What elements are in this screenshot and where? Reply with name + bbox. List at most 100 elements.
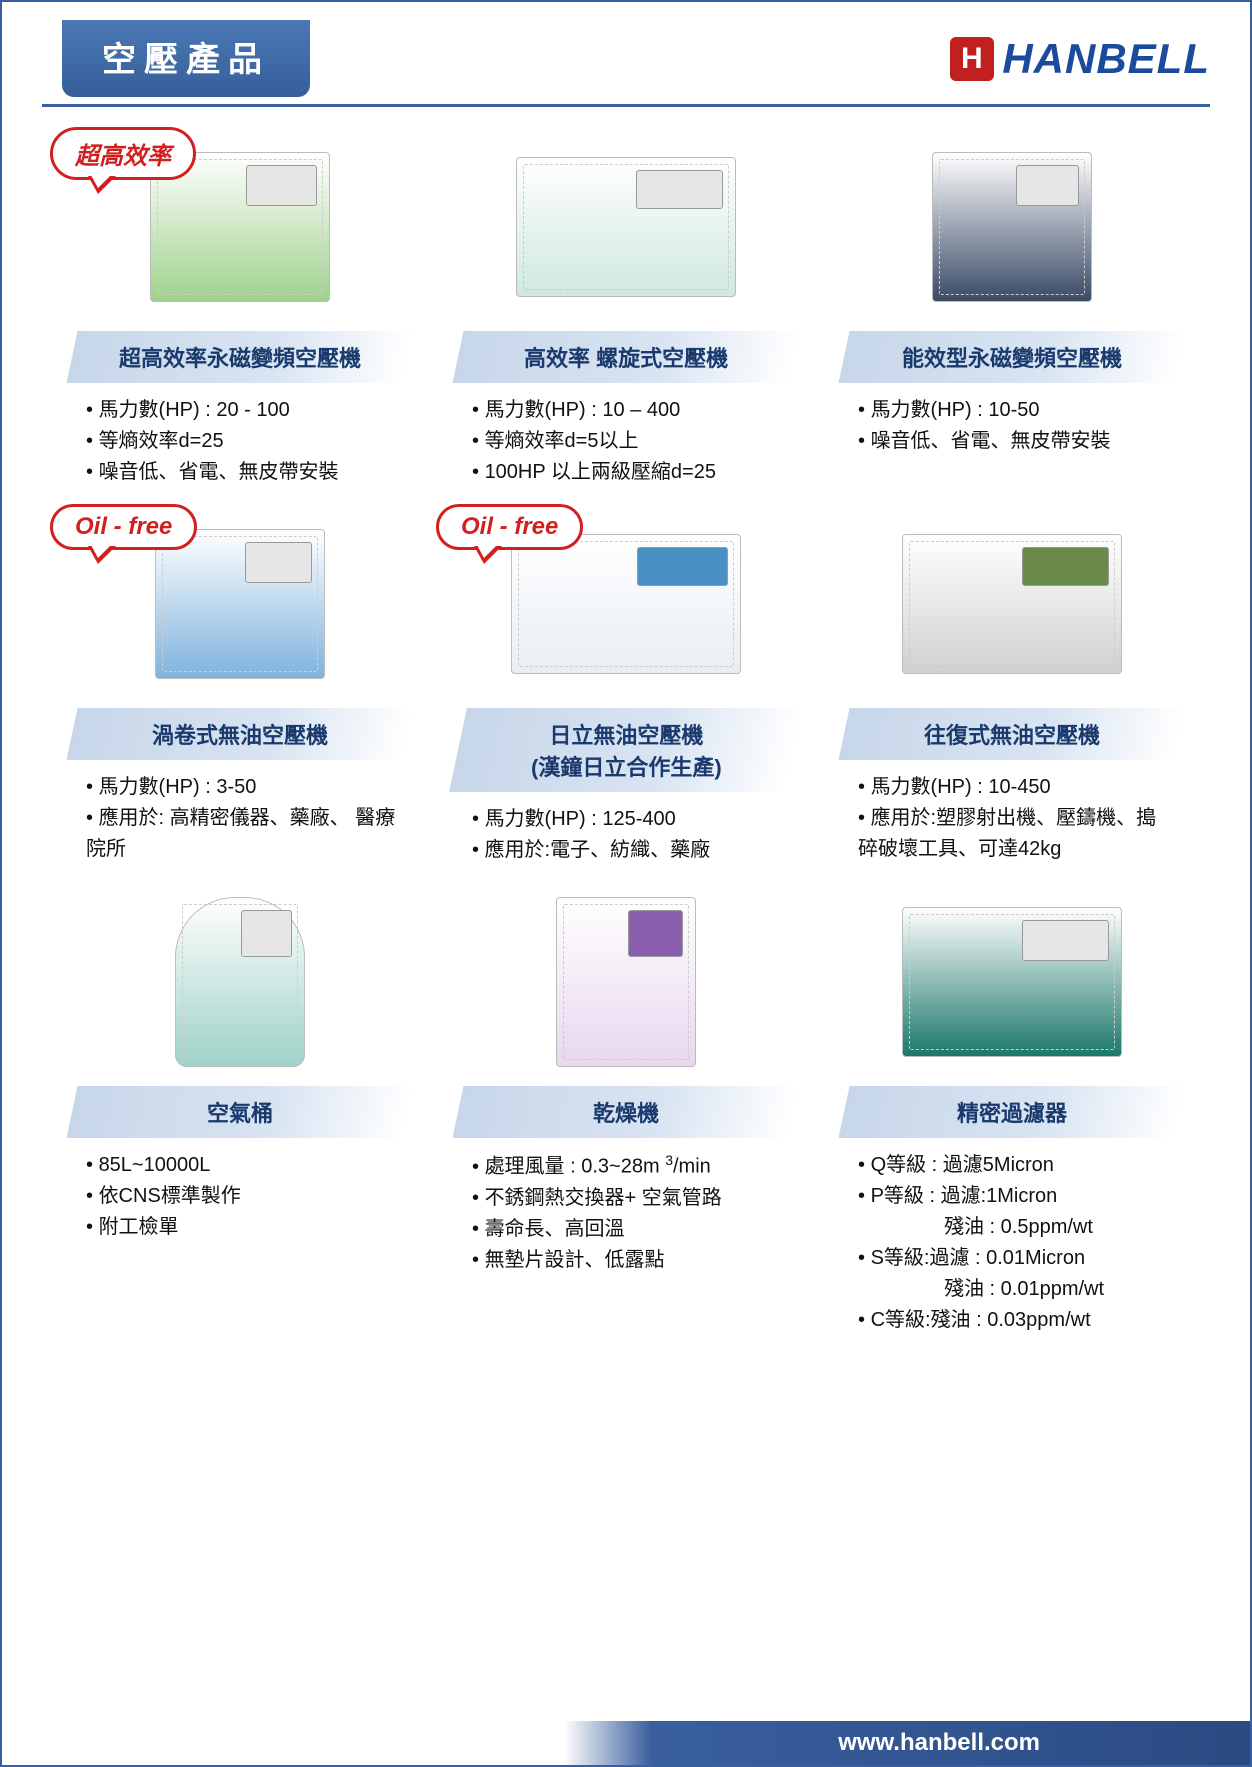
product-image-area — [834, 137, 1190, 317]
product-title-text: 高效率 螺旋式空壓機 — [524, 341, 728, 373]
product-specs: 馬力數(HP) : 10-50噪音低、省電、無皮帶安裝 — [834, 395, 1190, 463]
spec-item: 馬力數(HP) : 10-450 — [858, 772, 1176, 803]
spec-item: 100HP 以上兩級壓縮d=25 — [472, 457, 790, 488]
spec-item: S等級:過濾 : 0.01Micron — [858, 1243, 1176, 1274]
spec-item: 應用於:塑膠射出機、壓鑄機、搗碎破壞工具、可達42kg — [858, 803, 1176, 865]
product-title-text: 超高效率永磁變頻空壓機 — [119, 341, 361, 373]
badge-tail-inner-icon — [91, 175, 111, 188]
spec-item: 馬力數(HP) : 125-400 — [472, 804, 790, 835]
product-specs: 馬力數(HP) : 10-450應用於:塑膠射出機、壓鑄機、搗碎破壞工具、可達4… — [834, 772, 1190, 871]
product-mock-icon — [932, 152, 1092, 302]
product-image-area — [62, 892, 418, 1072]
spec-item: C等級:殘油 : 0.03ppm/wt — [858, 1305, 1176, 1336]
badge: 超高效率 — [50, 127, 196, 180]
product-title: 高效率 螺旋式空壓機 — [452, 331, 799, 383]
spec-item: 應用於: 高精密儀器、藥廠、 醫療院所 — [86, 803, 404, 865]
product-cell: Oil - free 渦卷式無油空壓機馬力數(HP) : 3-50應用於: 高精密… — [62, 514, 418, 872]
product-grid: 超高效率超高效率永磁變頻空壓機馬力數(HP) : 20 - 100等熵效率d=2… — [2, 107, 1250, 1362]
spec-item: 馬力數(HP) : 20 - 100 — [86, 395, 404, 426]
product-title-text: 往復式無油空壓機 — [924, 718, 1100, 750]
spec-item: 等熵效率d=25 — [86, 426, 404, 457]
product-image-area: Oil - free — [62, 514, 418, 694]
product-image-area — [448, 892, 804, 1072]
product-cell: 空氣桶 85L~10000L依CNS標準製作附工檢單 — [62, 892, 418, 1342]
product-title-text: 乾燥機 — [593, 1096, 659, 1128]
brand-mark-icon: H — [950, 37, 994, 81]
product-cell: 乾燥機處理風量 : 0.3~28m 3/min不銹鋼熱交換器+ 空氣管路壽命長、… — [448, 892, 804, 1342]
product-mock-panel — [1016, 165, 1079, 206]
product-image-area — [448, 137, 804, 317]
website-url: www.hanbell.com — [838, 1729, 1040, 1757]
product-mock-icon — [175, 897, 305, 1067]
product-title: 空氣桶 — [66, 1086, 413, 1138]
badge-text: 超高效率 — [50, 127, 196, 180]
product-title: 日立無油空壓機(漢鐘日立合作生產) — [449, 708, 803, 792]
spec-item: 壽命長、高回溫 — [472, 1214, 790, 1245]
badge-text: Oil - free — [50, 504, 197, 550]
product-title: 渦卷式無油空壓機 — [66, 708, 413, 760]
spec-item: 附工檢單 — [86, 1212, 404, 1243]
footer-bar: www.hanbell.com — [2, 1721, 1250, 1765]
product-specs: 處理風量 : 0.3~28m 3/min不銹鋼熱交換器+ 空氣管路壽命長、高回溫… — [448, 1150, 804, 1282]
product-mock-panel — [241, 910, 292, 957]
spec-item: Q等級 : 過濾5Micron — [858, 1150, 1176, 1181]
product-cell: 能效型永磁變頻空壓機馬力數(HP) : 10-50噪音低、省電、無皮帶安裝 — [834, 137, 1190, 494]
badge-tail-inner-icon — [91, 545, 111, 558]
product-mock-panel — [637, 547, 728, 586]
product-image-area: Oil - free — [448, 514, 804, 694]
product-mock-panel — [246, 165, 317, 206]
spec-item: 不銹鋼熱交換器+ 空氣管路 — [472, 1183, 790, 1214]
product-title: 往復式無油空壓機 — [838, 708, 1185, 760]
product-cell: 往復式無油空壓機馬力數(HP) : 10-450應用於:塑膠射出機、壓鑄機、搗碎… — [834, 514, 1190, 872]
product-title: 精密過濾器 — [838, 1086, 1185, 1138]
spec-item: 處理風量 : 0.3~28m 3/min — [472, 1150, 790, 1183]
product-mock-icon — [155, 529, 325, 679]
product-title-text: 能效型永磁變頻空壓機 — [902, 341, 1122, 373]
product-title-text: 精密過濾器 — [957, 1096, 1067, 1128]
product-image-area: 超高效率 — [62, 137, 418, 317]
badge: Oil - free — [436, 504, 583, 550]
spec-item: P等級 : 過濾:1Micron — [858, 1181, 1176, 1212]
product-cell: 精密過濾器 Q等級 : 過濾5MicronP等級 : 過濾:1Micron殘油 :… — [834, 892, 1190, 1342]
product-title: 乾燥機 — [452, 1086, 799, 1138]
spec-item: 馬力數(HP) : 10-50 — [858, 395, 1176, 426]
product-mock-panel — [245, 542, 312, 583]
spec-item: 噪音低、省電、無皮帶安裝 — [86, 457, 404, 488]
product-specs: 馬力數(HP) : 125-400應用於:電子、紡織、藥廠 — [448, 804, 804, 872]
product-image-area — [834, 514, 1190, 694]
product-specs: 馬力數(HP) : 20 - 100等熵效率d=25噪音低、省電、無皮帶安裝 — [62, 395, 418, 494]
product-title: 能效型永磁變頻空壓機 — [838, 331, 1185, 383]
product-specs: 馬力數(HP) : 3-50應用於: 高精密儀器、藥廠、 醫療院所 — [62, 772, 418, 871]
badge: Oil - free — [50, 504, 197, 550]
product-specs: 85L~10000L依CNS標準製作附工檢單 — [62, 1150, 418, 1249]
header-divider — [42, 104, 1210, 107]
spec-item: 殘油 : 0.5ppm/wt — [858, 1212, 1176, 1243]
product-cell: 超高效率超高效率永磁變頻空壓機馬力數(HP) : 20 - 100等熵效率d=2… — [62, 137, 418, 494]
product-mock-panel — [628, 910, 683, 957]
product-mock-panel — [1022, 920, 1109, 961]
product-mock-panel — [1022, 547, 1109, 586]
badge-text: Oil - free — [436, 504, 583, 550]
product-mock-icon — [902, 907, 1122, 1057]
product-title-text: 渦卷式無油空壓機 — [152, 718, 328, 750]
product-mock-icon — [516, 157, 736, 297]
page-title: 空壓產品 — [102, 41, 270, 79]
spec-item: 等熵效率d=5以上 — [472, 426, 790, 457]
brand-name: HANBELL — [1002, 35, 1210, 83]
spec-item: 85L~10000L — [86, 1150, 404, 1181]
product-title: 超高效率永磁變頻空壓機 — [66, 331, 413, 383]
product-specs: 馬力數(HP) : 10 – 400等熵效率d=5以上100HP 以上兩級壓縮d… — [448, 395, 804, 494]
header: 空壓產品 H HANBELL — [2, 2, 1250, 107]
spec-item: 噪音低、省電、無皮帶安裝 — [858, 426, 1176, 457]
product-mock-panel — [636, 170, 723, 209]
spec-item: 應用於:電子、紡織、藥廠 — [472, 835, 790, 866]
product-mock-icon — [511, 534, 741, 674]
product-cell: Oil - free 日立無油空壓機(漢鐘日立合作生產) 馬力數(HP) : 125… — [448, 514, 804, 872]
product-mock-icon — [902, 534, 1122, 674]
product-mock-icon — [556, 897, 696, 1067]
spec-item: 依CNS標準製作 — [86, 1181, 404, 1212]
brand-logo: H HANBELL — [950, 35, 1210, 83]
product-specs: Q等級 : 過濾5MicronP等級 : 過濾:1Micron殘油 : 0.5p… — [834, 1150, 1190, 1342]
product-cell: 高效率 螺旋式空壓機馬力數(HP) : 10 – 400等熵效率d=5以上100… — [448, 137, 804, 494]
spec-item: 馬力數(HP) : 3-50 — [86, 772, 404, 803]
